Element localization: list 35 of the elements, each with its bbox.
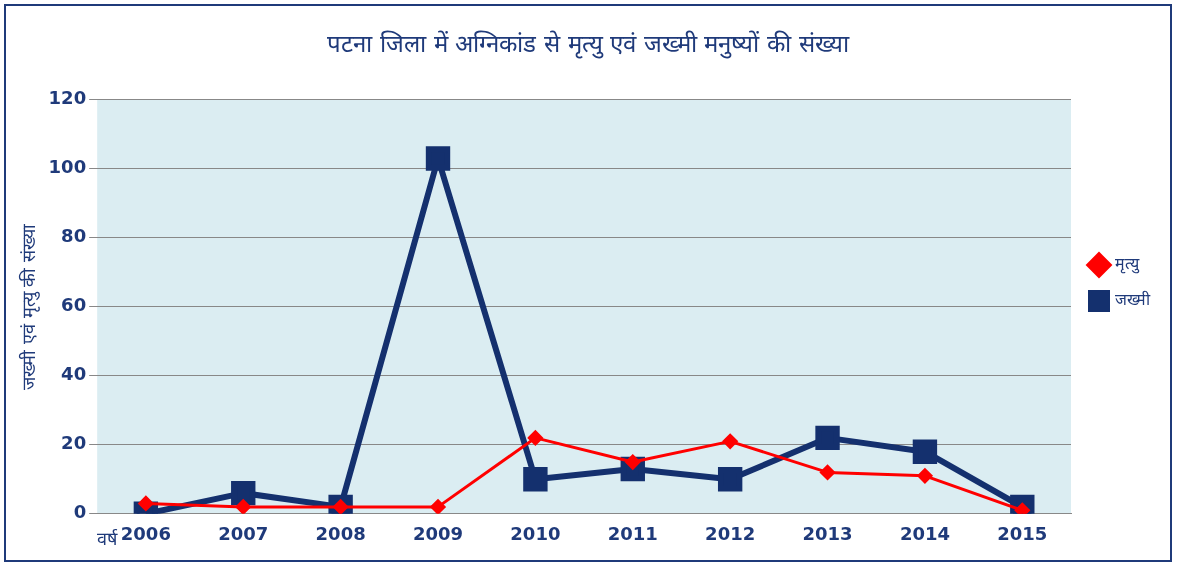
point <box>912 439 938 464</box>
point <box>523 467 548 492</box>
point <box>820 464 836 480</box>
y-tick-label: 60 <box>61 294 87 316</box>
point <box>527 430 543 446</box>
y-tick-label: 120 <box>48 87 87 109</box>
point <box>815 425 840 451</box>
x-tick-label: 2006 <box>120 523 171 545</box>
chart-title: पटना जिला में अग्निकांड से मृत्यु एवं जख्मी मनुष्यों की संख्या <box>327 29 850 59</box>
x-tick-label: 2010 <box>510 523 561 545</box>
y-tick-label: 100 <box>48 156 87 178</box>
x-tick-label: 2014 <box>899 523 950 545</box>
legend-label: जख्मी <box>1115 290 1151 310</box>
y-tick-label: 20 <box>61 432 87 454</box>
y-axis-title: जख्मी एवं मृत्यु की संख्या <box>18 223 41 390</box>
x-tick-label: 2013 <box>802 523 853 545</box>
point <box>722 433 738 449</box>
x-tick-label: 2008 <box>315 523 366 545</box>
x-axis-title: वर्ष <box>97 527 119 549</box>
x-tick-label: 2009 <box>412 523 464 545</box>
y-tick-label: 0 <box>73 501 87 523</box>
legend-label: मृत्यु <box>1115 254 1140 275</box>
point <box>235 499 251 514</box>
x-tick-label: 2011 <box>607 523 658 545</box>
point <box>138 495 154 511</box>
point <box>717 467 743 492</box>
y-tick-label: 80 <box>61 225 87 247</box>
y-tick-label: 40 <box>61 363 87 385</box>
x-tick-label: 2015 <box>997 523 1048 545</box>
point <box>430 499 446 514</box>
point <box>231 480 256 506</box>
point <box>917 468 933 484</box>
x-tick-label: 2007 <box>218 523 269 545</box>
point <box>425 146 451 171</box>
x-tick-label: 2012 <box>705 523 756 545</box>
